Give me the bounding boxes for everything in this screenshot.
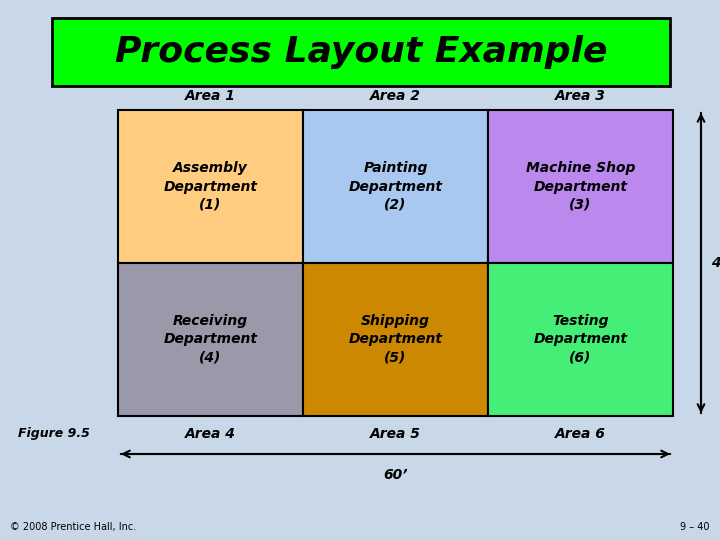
Text: Area 2: Area 2 (370, 89, 421, 103)
Text: Area 1: Area 1 (185, 89, 236, 103)
Text: Shipping
Department
(5): Shipping Department (5) (348, 314, 443, 365)
Text: Machine Shop
Department
(3): Machine Shop Department (3) (526, 161, 635, 212)
Bar (52, 18, 670, 86)
Text: Area 5: Area 5 (370, 427, 421, 441)
Text: Area 4: Area 4 (185, 427, 236, 441)
Text: 60’: 60’ (383, 468, 408, 482)
Text: Area 6: Area 6 (555, 427, 606, 441)
Bar (488, 263, 673, 416)
Text: Receiving
Department
(4): Receiving Department (4) (163, 314, 258, 365)
Bar (488, 110, 673, 263)
Text: Testing
Department
(6): Testing Department (6) (534, 314, 628, 365)
Text: Assembly
Department
(1): Assembly Department (1) (163, 161, 258, 212)
Text: Area 3: Area 3 (555, 89, 606, 103)
Text: © 2008 Prentice Hall, Inc.: © 2008 Prentice Hall, Inc. (10, 522, 136, 532)
Text: Painting
Department
(2): Painting Department (2) (348, 161, 443, 212)
Bar (303, 263, 488, 416)
Bar (303, 110, 488, 263)
Text: 9 – 40: 9 – 40 (680, 522, 710, 532)
Text: Process Layout Example: Process Layout Example (114, 35, 607, 69)
Text: 40’: 40’ (711, 256, 720, 270)
Text: Figure 9.5: Figure 9.5 (18, 428, 90, 441)
Bar (118, 263, 303, 416)
Bar (118, 110, 303, 263)
